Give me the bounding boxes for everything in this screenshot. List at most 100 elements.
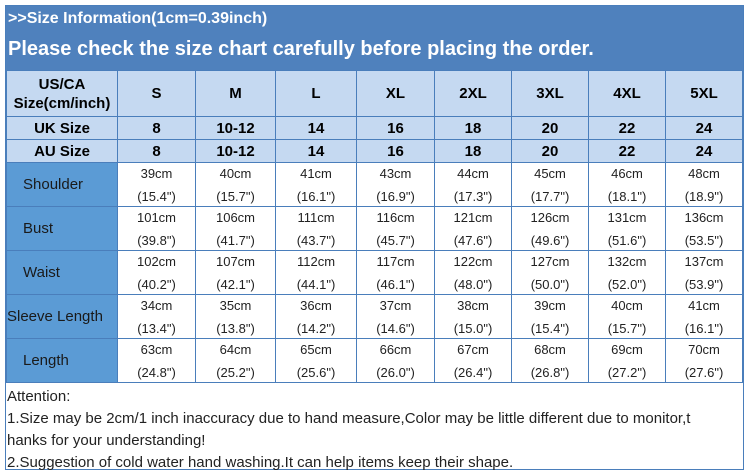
measurement-inch: (27.6") [684, 364, 724, 380]
au-size-value: 24 [665, 139, 743, 163]
measurement-inch: (14.6") [376, 320, 415, 336]
banner-title: >>Size Information(1cm=0.39inch) [8, 10, 268, 27]
measurement-cm: 131cm [607, 209, 647, 225]
measurement-cell: 137cm (53.9") [665, 250, 743, 295]
measurement-inch: (52.0") [607, 276, 647, 292]
measurement-inch: (16.1") [684, 320, 724, 336]
measurement-cm: 40cm [219, 165, 252, 181]
measurement-cm: 45cm [534, 165, 566, 181]
measurement-cm: 44cm [457, 165, 489, 181]
measurement-inch: (13.8") [216, 320, 255, 336]
measurement-inch: (16.1") [296, 188, 336, 204]
size-header: L [275, 70, 357, 117]
row-label: Shoulder [6, 162, 118, 207]
measurement-cm: 34cm [140, 297, 173, 313]
measurement-cm: 111cm [297, 209, 335, 225]
au-size-value: 16 [356, 139, 435, 163]
measurement-inch: (18.9") [684, 188, 724, 204]
measurement-cm: 116cm [376, 209, 415, 225]
measurement-inch: (15.4") [137, 188, 176, 204]
header-label-line: US/CA [38, 75, 86, 93]
notes: Attention: 1.Size may be 2cm/1 inch inacc… [6, 383, 743, 474]
table-row: Shoulder 39cm (15.4") 40cm (15.7") 41cm (16.1"… [6, 162, 743, 207]
measurement-cm: 69cm [611, 341, 643, 357]
measurement-cm: 68cm [534, 341, 566, 357]
measurement-cell: 112cm (44.1") [275, 250, 357, 295]
au-size-label: AU Size [6, 139, 118, 163]
size-table: US/CA Size(cm/inch) S M L XL 2XL 3XL 4XL 5XL UK Si… [6, 70, 743, 383]
measurement-cm: 39cm [534, 297, 566, 313]
measurement-cm: 126cm [530, 209, 570, 225]
measurement-cell: 40cm (15.7") [195, 162, 276, 207]
size-header: M [195, 70, 276, 117]
measurement-inch: (15.4") [530, 320, 570, 336]
measurement-cell: 107cm (42.1") [195, 250, 276, 295]
measurement-cm: 137cm [684, 253, 724, 269]
measurement-cm: 40cm [611, 297, 643, 313]
measurement-cell: 37cm (14.6") [356, 294, 435, 339]
measurement-inch: (43.7") [296, 232, 336, 248]
measurement-cm: 127cm [530, 253, 570, 269]
uk-size-row: UK Size 8 10-12 14 16 18 20 22 24 [6, 116, 743, 140]
measurement-cm: 70cm [688, 341, 720, 357]
header-label: US/CA Size(cm/inch) [6, 70, 118, 117]
measurement-cm: 36cm [300, 297, 332, 313]
measurement-cm: 101cm [136, 209, 177, 225]
measurement-cm: 112cm [296, 253, 336, 269]
table-row: Bust 101cm (39.8") 106cm (41.7") 111cm (43.7")… [6, 206, 743, 251]
measurement-cell: 102cm (40.2") [117, 250, 196, 295]
size-header: S [117, 70, 196, 117]
row-label: Bust [6, 206, 118, 251]
uk-size-value: 18 [434, 116, 512, 140]
uk-size-value: 24 [665, 116, 743, 140]
measurement-cell: 36cm (14.2") [275, 294, 357, 339]
measurement-cell: 116cm (45.7") [356, 206, 435, 251]
measurement-inch: (14.2") [296, 320, 336, 336]
measurement-cm: 35cm [219, 297, 252, 313]
measurement-cm: 48cm [688, 165, 720, 181]
size-chart: >>Size Information(1cm=0.39inch) Please … [5, 5, 744, 471]
measurement-inch: (15.0") [453, 320, 493, 336]
au-size-value: 10-12 [195, 139, 276, 163]
measurement-inch: (25.2") [216, 364, 255, 380]
measurement-cm: 132cm [607, 253, 647, 269]
measurement-cm: 39cm [140, 165, 173, 181]
measurement-inch: (24.8") [137, 364, 176, 380]
measurement-inch: (45.7") [376, 232, 415, 248]
measurement-inch: (47.6") [453, 232, 493, 248]
measurement-inch: (18.1") [607, 188, 647, 204]
size-header: 2XL [434, 70, 512, 117]
row-label: Sleeve Length [6, 294, 118, 339]
measurement-cell: 63cm (24.8") [117, 338, 196, 383]
measurement-inch: (17.7") [530, 188, 570, 204]
size-header: 5XL [665, 70, 743, 117]
measurement-cm: 43cm [379, 165, 412, 181]
measurement-cm: 66cm [379, 341, 412, 357]
measurement-cell: 67cm (26.4") [434, 338, 512, 383]
measurement-cell: 101cm (39.8") [117, 206, 196, 251]
measurement-inch: (27.2") [607, 364, 647, 380]
au-size-row: AU Size 8 10-12 14 16 18 20 22 24 [6, 139, 743, 163]
measurement-inch: (25.6") [296, 364, 336, 380]
size-header: XL [356, 70, 435, 117]
au-size-value: 20 [511, 139, 589, 163]
measurement-cell: 41cm (16.1") [275, 162, 357, 207]
measurement-cm: 122cm [453, 253, 493, 269]
measurement-cm: 136cm [684, 209, 724, 225]
measurement-inch: (53.5") [684, 232, 724, 248]
measurement-cm: 107cm [215, 253, 256, 269]
table-row: Length 63cm (24.8") 64cm (25.2") 65cm (25.6") 6… [6, 338, 743, 383]
header-label-line: Size(cm/inch) [13, 94, 111, 112]
measurement-cell: 46cm (18.1") [588, 162, 666, 207]
measurement-cm: 63cm [140, 341, 173, 357]
au-size-value: 22 [588, 139, 666, 163]
measurement-cell: 35cm (13.8") [195, 294, 276, 339]
measurement-cell: 106cm (41.7") [195, 206, 276, 251]
measurement-inch: (13.4") [137, 320, 176, 336]
measurement-inch: (15.7") [216, 188, 255, 204]
uk-size-value: 14 [275, 116, 357, 140]
size-header: 3XL [511, 70, 589, 117]
note-line: hanks for your understanding! [7, 432, 206, 449]
measurement-inch: (53.9") [684, 276, 724, 292]
measurement-inch: (26.8") [530, 364, 570, 380]
